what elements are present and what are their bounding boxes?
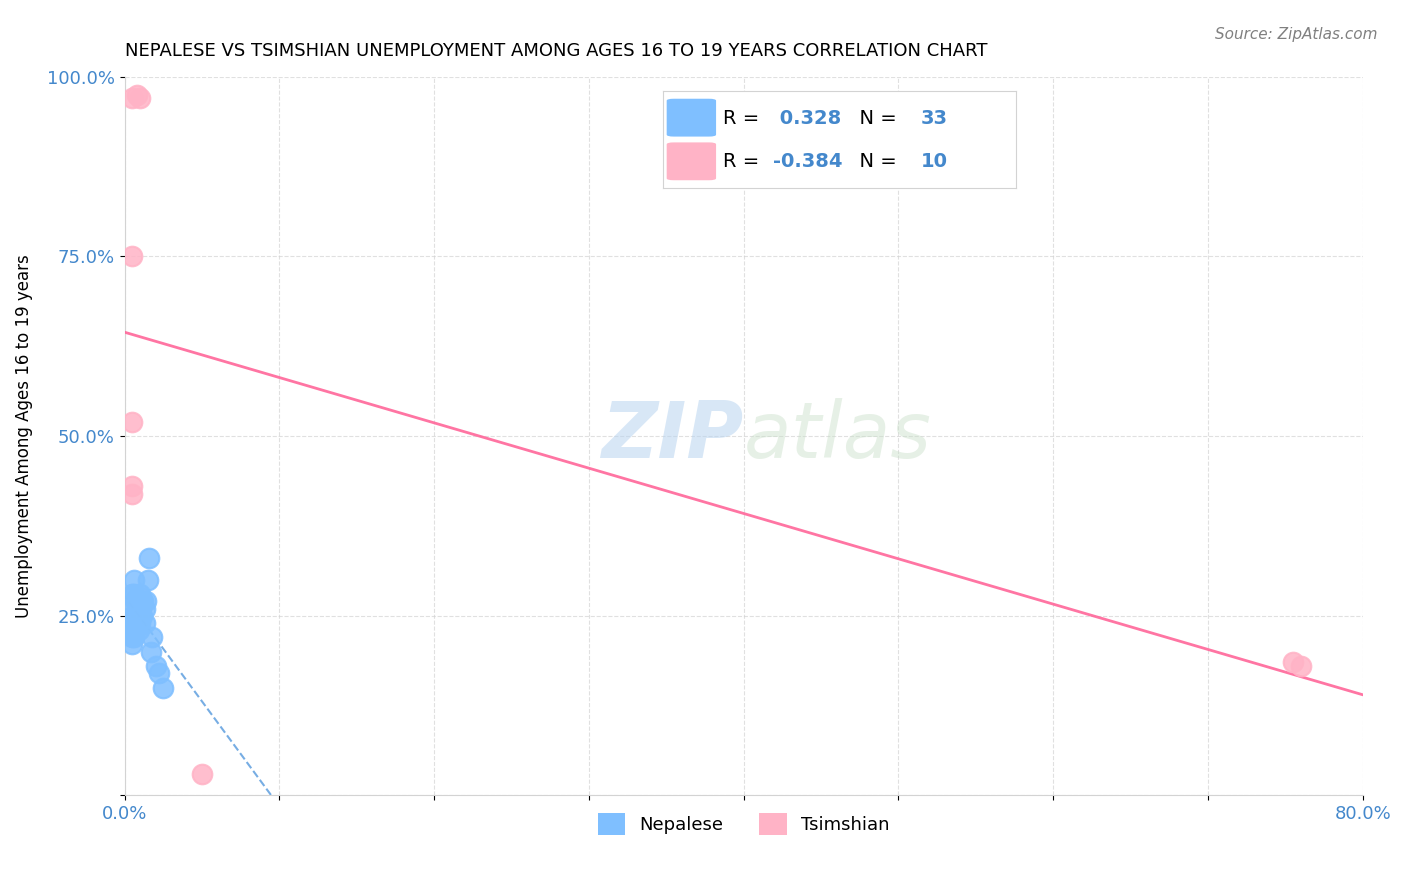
Point (1289, 659, 1312, 673)
Point (131, 608, 153, 623)
Point (125, 87, 148, 102)
Legend: Nepalese, Tsimshian: Nepalese, Tsimshian (589, 804, 898, 844)
Point (125, 615, 148, 630)
Point (136, 573, 159, 587)
Point (128, 623, 150, 637)
Point (138, 551, 160, 566)
Point (121, 249, 143, 263)
Point (121, 608, 143, 623)
Point (132, 594, 155, 608)
Point (129, 601, 152, 615)
Point (152, 681, 174, 695)
Point (139, 645, 162, 659)
Point (128, 601, 150, 615)
Point (121, 601, 143, 615)
Point (134, 615, 156, 630)
Point (131, 594, 153, 608)
Point (122, 630, 145, 644)
Y-axis label: Unemployment Among Ages 16 to 19 years: Unemployment Among Ages 16 to 19 years (15, 254, 32, 618)
Point (121, 630, 143, 644)
Point (124, 623, 146, 637)
Point (121, 91, 143, 105)
Text: Source: ZipAtlas.com: Source: ZipAtlas.com (1215, 27, 1378, 42)
Point (121, 615, 143, 630)
Point (124, 594, 146, 608)
Point (121, 587, 143, 601)
Point (121, 415, 143, 429)
Point (121, 637, 143, 651)
Point (122, 573, 145, 587)
Text: atlas: atlas (744, 398, 932, 474)
Point (145, 659, 167, 673)
Point (129, 587, 152, 601)
Point (122, 587, 145, 601)
Text: ZIP: ZIP (602, 398, 744, 474)
Point (129, 615, 152, 630)
Point (125, 594, 148, 608)
Point (124, 608, 146, 623)
Point (134, 601, 156, 615)
Text: NEPALESE VS TSIMSHIAN UNEMPLOYMENT AMONG AGES 16 TO 19 YEARS CORRELATION CHART: NEPALESE VS TSIMSHIAN UNEMPLOYMENT AMONG… (125, 42, 987, 60)
Point (1282, 656, 1305, 670)
Point (121, 486, 143, 500)
Point (148, 666, 170, 681)
Point (191, 767, 214, 781)
Point (121, 623, 143, 637)
Point (121, 479, 143, 493)
Point (129, 91, 152, 105)
Point (141, 630, 163, 644)
Point (135, 594, 157, 608)
